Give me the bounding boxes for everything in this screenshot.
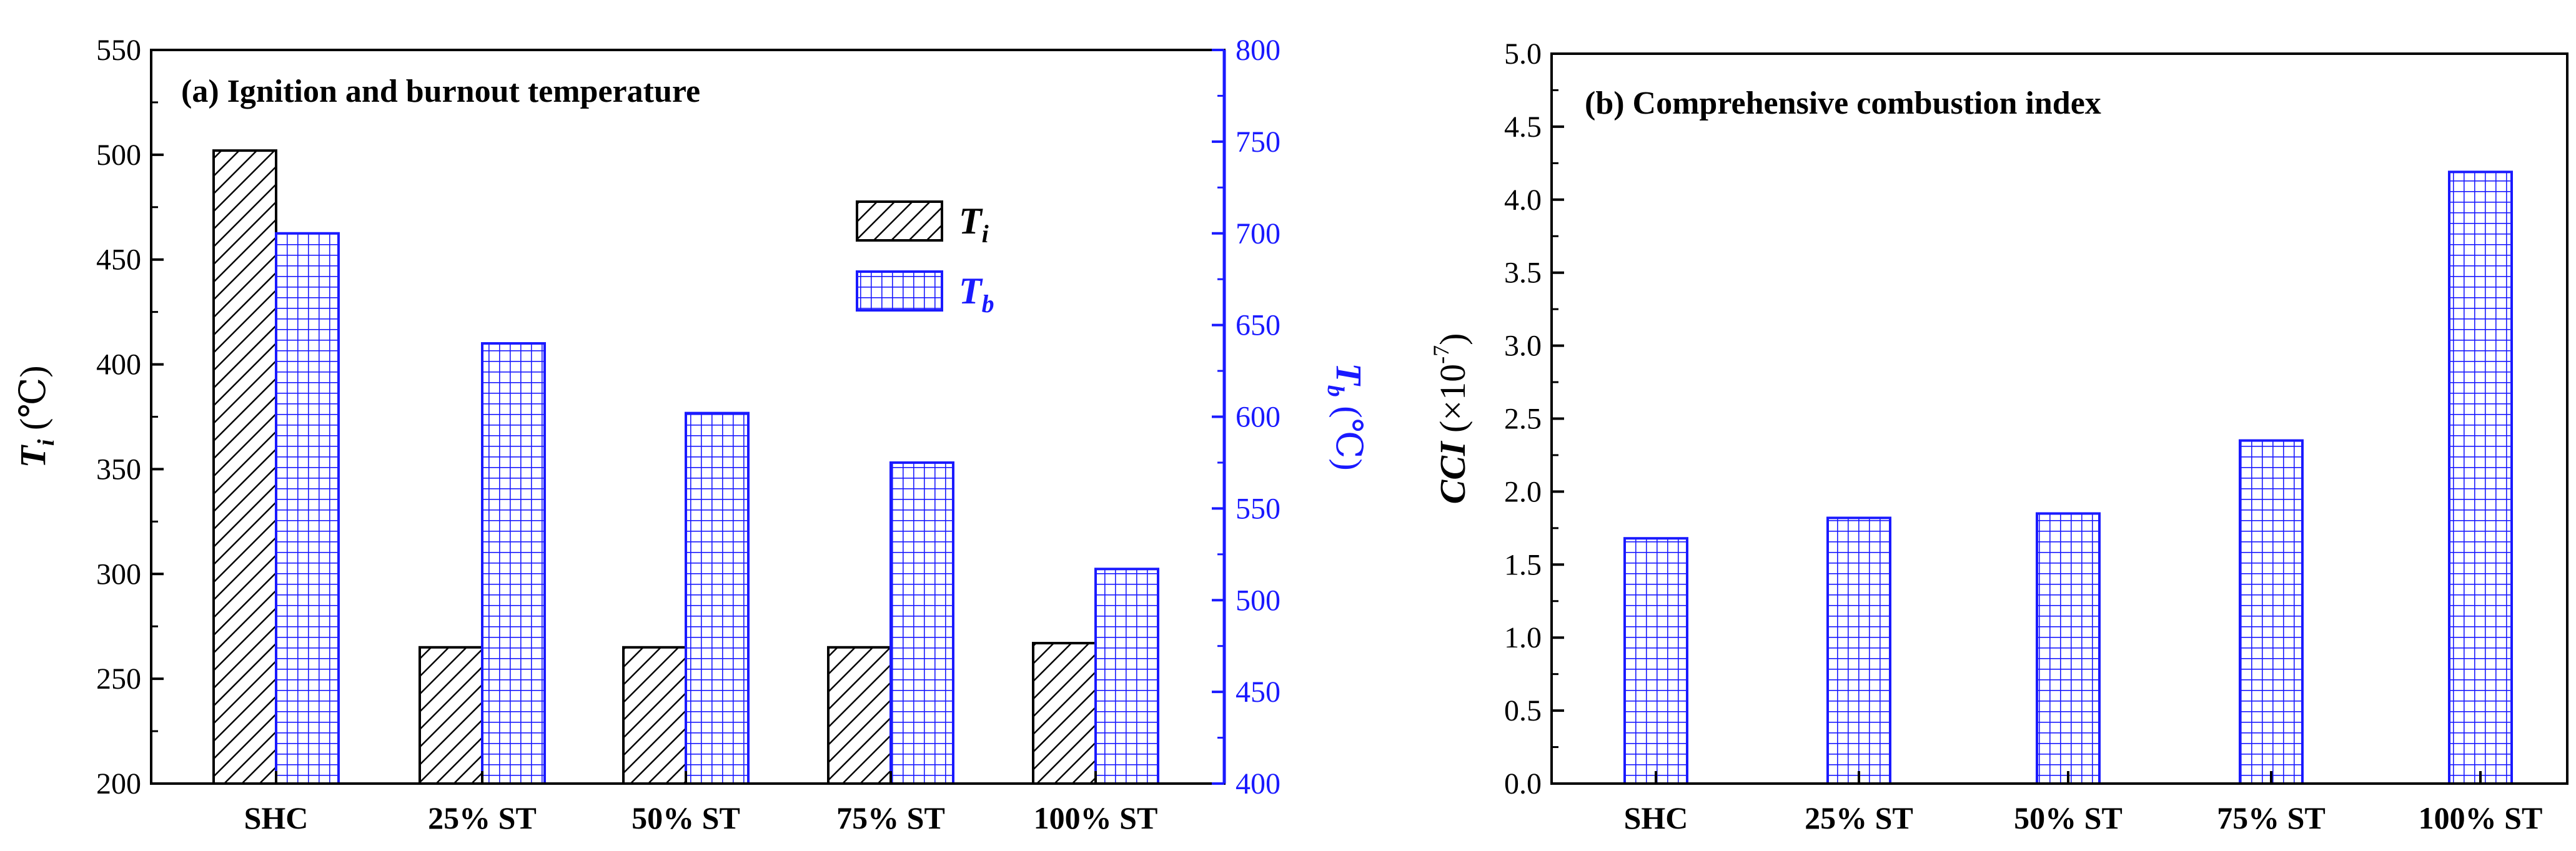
ti-bar-100pct-st	[1032, 642, 1097, 785]
ti-bars	[212, 149, 1097, 785]
cci-axis-title: CCI (×10-7)	[1429, 333, 1473, 504]
cci-tick-label: 2.0	[1504, 475, 1542, 508]
svg-text:Ti (℃): Ti (℃)	[12, 365, 59, 468]
cci-bar-50pct-st	[2036, 512, 2101, 785]
legend-tb-label: Tb	[959, 270, 994, 318]
cci-tick-label: 1.0	[1504, 621, 1542, 654]
left-tick-label: 400	[96, 348, 141, 381]
panel-a-title: (a) Ignition and burnout temperature	[181, 74, 700, 109]
right-axis-unit: (℃)	[1329, 397, 1369, 471]
legend-ti-symbol: T	[959, 200, 983, 242]
right-tick-label: 400	[1236, 767, 1281, 800]
tb-bars	[275, 232, 1159, 785]
right-tick-label: 450	[1236, 676, 1281, 709]
tb-bar-50pct-st	[685, 411, 750, 785]
left-axis-title: Ti (℃)	[12, 365, 59, 468]
ti-bar-shc	[212, 149, 277, 785]
left-axis-unit: (℃)	[12, 365, 53, 439]
category-label-shc: SHC	[1624, 800, 1688, 835]
panel-b-chart: 0.0 0.5 1.0 1.5 2.0 2.5 3.0 3.5 4.0 4.5 5.0 SHC 25%…	[1429, 37, 2569, 835]
category-label-50pct-st: 50% ST	[632, 800, 740, 835]
left-tick-label: 550	[96, 34, 141, 67]
category-label-25pct-st: 25% ST	[1805, 800, 1913, 835]
category-label-25pct-st: 25% ST	[428, 800, 537, 835]
cci-tick-label: 0.0	[1504, 767, 1542, 800]
right-tick-label: 750	[1236, 125, 1281, 159]
ti-bar-75pct-st	[827, 646, 892, 785]
cci-bar-25pct-st	[1826, 516, 1891, 785]
panel-b-title: (b) Comprehensive combustion index	[1585, 86, 2101, 121]
left-tick-label: 250	[96, 662, 141, 696]
category-label-50pct-st: 50% ST	[2014, 800, 2123, 835]
cci-axis-unit-prefix: (×10	[1432, 364, 1473, 442]
right-tick-label: 550	[1236, 492, 1281, 525]
cci-axis-exponent: -7	[1429, 345, 1454, 364]
left-tick-label: 450	[96, 243, 141, 277]
left-axis-subscript: i	[33, 439, 59, 446]
right-axis-subscript: b	[1322, 385, 1349, 397]
left-axis-ticks: 200 250 300 350 400 450 500 550	[96, 34, 164, 800]
panel-a-chart: 200 250 300 350 400 450 500 550 400 450 500 550 600…	[12, 34, 1369, 835]
tb-bar-25pct-st	[481, 342, 546, 785]
left-axis-symbol: T	[12, 445, 53, 468]
cci-tick-label: 0.5	[1504, 694, 1542, 727]
legend-ti-swatch	[856, 200, 943, 242]
right-tick-label: 650	[1236, 309, 1281, 342]
legend-tb-symbol: T	[959, 270, 983, 312]
panel-b-category-ticks: SHC 25% ST 50% ST 75% ST 100% ST	[1624, 771, 2543, 835]
cci-tick-label: 4.0	[1504, 184, 1542, 217]
tb-bar-75pct-st	[889, 461, 954, 785]
right-tick-label: 700	[1236, 217, 1281, 250]
left-tick-label: 350	[96, 453, 141, 486]
category-label-75pct-st: 75% ST	[836, 800, 945, 835]
cci-tick-label: 4.5	[1504, 111, 1542, 144]
cci-axis-unit-suffix: )	[1432, 333, 1473, 345]
cci-axis-main: CCI	[1432, 440, 1473, 504]
legend-ti-subscript: i	[982, 220, 989, 248]
svg-text:CCI (×10-7): CCI (×10-7)	[1429, 333, 1473, 504]
left-tick-label: 300	[96, 558, 141, 591]
ti-bar-50pct-st	[622, 646, 687, 785]
category-label-100pct-st: 100% ST	[1034, 800, 1158, 835]
cci-bar-shc	[1623, 537, 1688, 785]
cci-tick-label: 5.0	[1504, 37, 1542, 71]
right-axis-ticks: 400 450 500 550 600 650 700 750 800	[1212, 34, 1281, 800]
cci-bar-100pct-st	[2448, 170, 2513, 785]
right-tick-label: 800	[1236, 34, 1281, 67]
cci-tick-label: 3.5	[1504, 257, 1542, 290]
ti-bar-25pct-st	[419, 646, 483, 785]
cci-axis-ticks: 0.0 0.5 1.0 1.5 2.0 2.5 3.0 3.5 4.0 4.5 5.0	[1504, 37, 1564, 800]
tb-bar-100pct-st	[1094, 568, 1159, 785]
panel-a-category-ticks: SHC 25% ST 50% ST 75% ST 100% ST	[244, 771, 1158, 835]
svg-text:Tb (℃): Tb (℃)	[1322, 363, 1369, 470]
left-tick-label: 500	[96, 139, 141, 172]
legend-ti-label: Ti	[959, 200, 989, 248]
tb-bar-shc	[275, 232, 340, 785]
cci-bars	[1623, 170, 2513, 785]
legend-tb-subscript: b	[982, 290, 994, 318]
category-label-shc: SHC	[244, 800, 309, 835]
cci-tick-label: 3.0	[1504, 330, 1542, 363]
cci-tick-label: 2.5	[1504, 403, 1542, 436]
category-label-100pct-st: 100% ST	[2419, 800, 2543, 835]
left-tick-label: 200	[96, 767, 141, 800]
right-tick-label: 600	[1236, 401, 1281, 434]
cci-bar-75pct-st	[2239, 439, 2304, 785]
right-tick-label: 500	[1236, 584, 1281, 617]
panel-a-legend: Ti Tb	[856, 200, 994, 318]
legend-tb-swatch	[856, 270, 943, 312]
right-axis-symbol: T	[1329, 363, 1369, 386]
cci-tick-label: 1.5	[1504, 548, 1542, 581]
category-label-75pct-st: 75% ST	[2217, 800, 2326, 835]
right-axis-title: Tb (℃)	[1322, 363, 1369, 470]
